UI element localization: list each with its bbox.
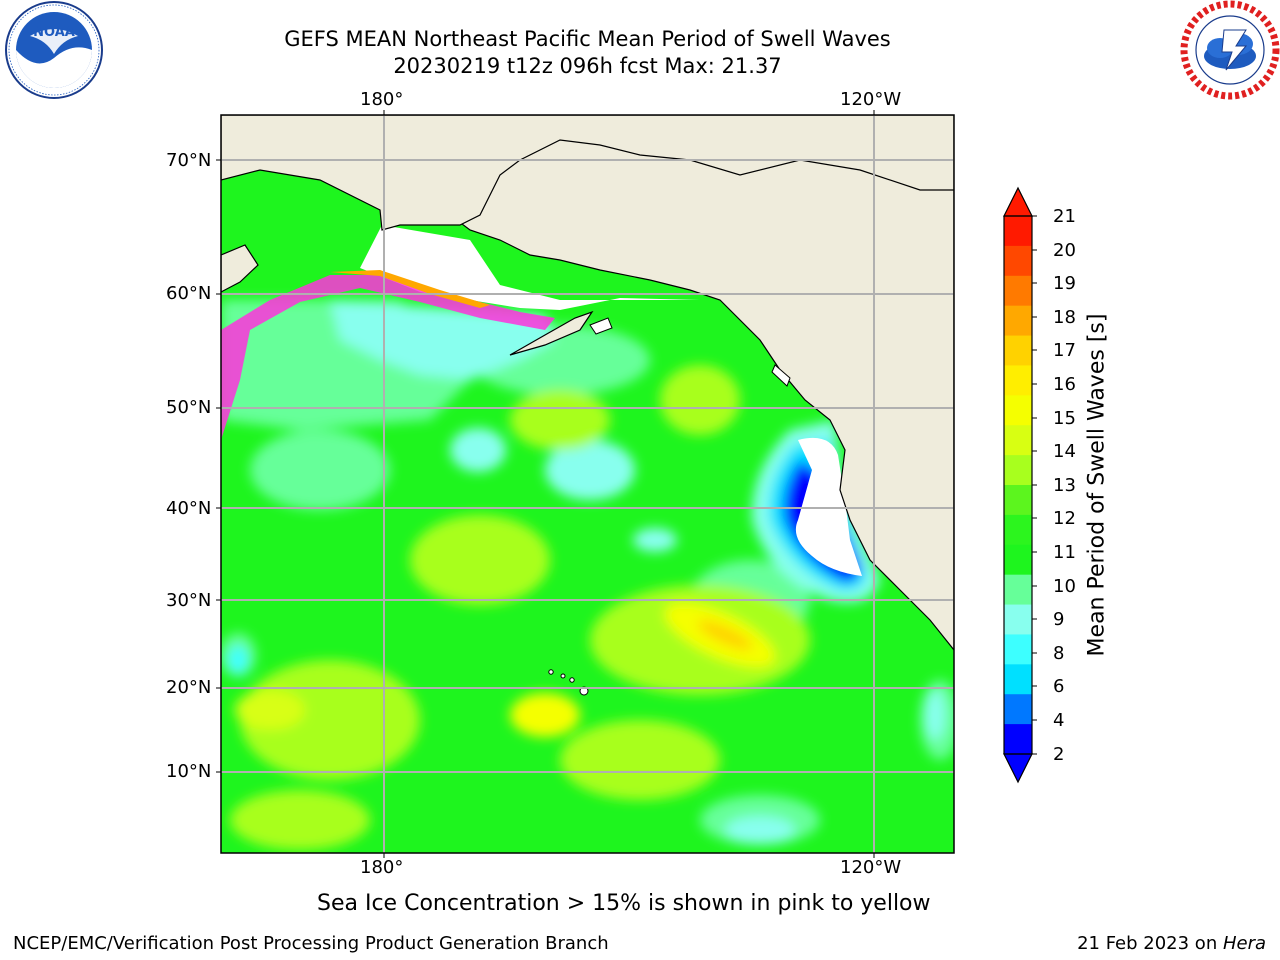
lat-label-10n: 10°N (166, 761, 212, 782)
colorbar-tick: 8 (1053, 643, 1065, 664)
footer-date: 21 Feb 2023 on Hera (1077, 933, 1266, 954)
lon-label-top-120w: 120°W (840, 89, 902, 110)
colorbar-tick: 16 (1053, 374, 1076, 395)
map-field (221, 115, 954, 853)
colorbar-label: Mean Period of Swell Waves [s] (1084, 313, 1110, 657)
colorbar-tick: 4 (1053, 710, 1065, 731)
lat-label-70n: 70°N (166, 150, 212, 171)
swell-patch-cyan (450, 428, 506, 472)
swell-patch-cyan (228, 646, 248, 674)
land-mass (509, 310, 594, 356)
title-line-1: GEFS MEAN Northeast Pacific Mean Period … (284, 27, 891, 51)
swell-patches (221, 300, 954, 850)
sea-ice-edge (330, 270, 490, 308)
colorbar-tick: 21 (1053, 206, 1076, 227)
colorbar-segment (1004, 335, 1032, 366)
colorbar-segment (1004, 664, 1032, 695)
lat-label-40n: 40°N (166, 498, 212, 519)
lat-label-20n: 20°N (166, 677, 212, 698)
colorbar-segment (1004, 724, 1032, 755)
hawaii-island (569, 677, 575, 683)
lon-label-top-180: 180° (360, 89, 404, 110)
colorbar-segment (1004, 455, 1032, 486)
colorbar-tick: 14 (1053, 441, 1076, 462)
graticule (221, 115, 954, 853)
masked-area-california (795, 437, 862, 576)
colorbar-segment (1004, 604, 1032, 635)
colorbar-segment (1004, 634, 1032, 665)
colorbar-tick: 6 (1053, 676, 1065, 697)
swell-patch-yellow-green (560, 720, 720, 800)
hawaii-island (560, 673, 566, 679)
lat-label-60n: 60°N (166, 283, 212, 304)
footer-date-text: 21 Feb 2023 on (1077, 933, 1223, 954)
colorbar-extend-bottom (1003, 753, 1033, 784)
colorbar (1003, 186, 1037, 784)
colorbar-tick: 9 (1053, 609, 1065, 630)
footer-branch: NCEP/EMC/Verification Post Processing Pr… (13, 933, 609, 954)
colorbar-tick: 15 (1053, 408, 1076, 429)
colorbar-tick: 20 (1053, 240, 1076, 261)
masked-area-bering (360, 225, 730, 310)
swell-patch-light-green (250, 430, 390, 510)
land-mass (221, 115, 954, 651)
colorbar-segment (1004, 305, 1032, 337)
colorbar-segment (1004, 365, 1032, 396)
colorbar-tick: 10 (1053, 576, 1076, 597)
colorbar-segment (1004, 395, 1032, 426)
noaa-logo: NOAA (5, 1, 103, 99)
swell-patch-yellow (235, 690, 305, 730)
land-mass (589, 317, 613, 335)
land-mass (221, 115, 954, 231)
swell-patch-orange (697, 620, 753, 650)
map-ticks (216, 110, 875, 858)
colorbar-segment (1004, 425, 1032, 456)
swell-patch-cyan (925, 690, 945, 740)
colorbar-segment (1004, 544, 1032, 576)
colorbar-segment (1004, 514, 1032, 546)
footer-host: Hera (1222, 933, 1266, 954)
swell-patch-cyan (725, 816, 795, 844)
swell-patch-yellow (510, 693, 580, 737)
lat-label-30n: 30°N (166, 590, 212, 611)
colorbar-segment (1004, 245, 1032, 277)
map-frame (220, 114, 955, 854)
lon-label-bottom-180: 180° (360, 857, 404, 878)
colorbar-extend-top (1003, 186, 1033, 217)
lat-label-50n: 50°N (166, 397, 212, 418)
nws-logo (1180, 0, 1280, 100)
swell-patch-yellow-green (410, 515, 550, 605)
colorbar-segment (1004, 694, 1032, 725)
swell-patch-yellow-green (660, 365, 740, 435)
colorbar-tick: 11 (1053, 542, 1076, 563)
land-mass (221, 244, 259, 293)
swell-patch-yellow-green (230, 790, 370, 850)
lon-label-bottom-120w: 120°W (840, 857, 902, 878)
colorbar-tick: 19 (1053, 273, 1076, 294)
colorbar-tick: 2 (1053, 744, 1065, 765)
colorbar-segment (1004, 485, 1032, 516)
colorbar-tick: 17 (1053, 340, 1076, 361)
colorbar-tick: 13 (1053, 475, 1076, 496)
swell-patch-yellow-green (510, 390, 610, 450)
colorbar-segment (1004, 216, 1032, 247)
colorbar-segment (1004, 275, 1032, 307)
swell-patch-cyan (633, 528, 677, 552)
swell-patch-cyan (545, 440, 635, 500)
colorbar-tick: 18 (1053, 307, 1076, 328)
swell-patch-yellow-green (240, 660, 420, 780)
hawaii-island (548, 669, 554, 675)
colorbar-segment (1004, 574, 1032, 606)
title-line-2: 20230219 t12z 096h fcst Max: 21.37 (393, 54, 782, 78)
noaa-logo-text: NOAA (33, 25, 75, 40)
colorbar-tick: 12 (1053, 508, 1076, 529)
sea-ice-note: Sea Ice Concentration > 15% is shown in … (317, 891, 931, 916)
land-mass (771, 364, 791, 387)
